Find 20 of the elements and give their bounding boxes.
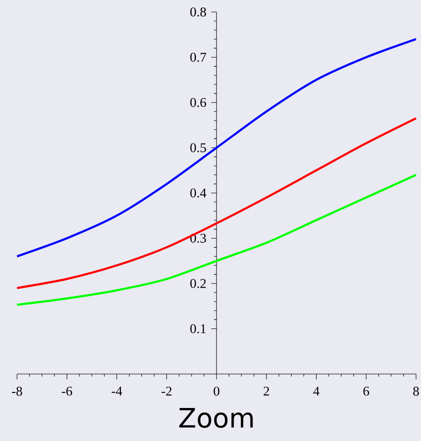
line-series	[16, 38, 418, 258]
line-series	[16, 174, 418, 306]
y-tick-label: 0.8	[190, 7, 206, 17]
x-axis-title: Zoom	[179, 408, 253, 428]
line-series	[16, 117, 418, 290]
x-tick-label: 2	[264, 386, 270, 396]
x-tick-label: -2	[162, 386, 172, 396]
y-tick-label: 0.4	[190, 188, 206, 198]
x-tick-label: -8	[12, 386, 22, 396]
x-tick-label: 4	[313, 386, 320, 396]
x-tick-label: -4	[112, 386, 122, 396]
y-tick-label: 0.5	[190, 143, 206, 152]
x-tick-label: 8	[413, 386, 419, 396]
y-tick-label: 0.2	[190, 278, 206, 288]
y-tick-label: 0.6	[190, 98, 206, 108]
x-tick-label: 6	[363, 386, 370, 396]
x-tick-label: 0	[214, 386, 220, 396]
x-tick-label: -6	[62, 386, 72, 396]
y-tick-label: 0.7	[190, 52, 206, 62]
y-tick-label: 0.1	[190, 324, 206, 334]
